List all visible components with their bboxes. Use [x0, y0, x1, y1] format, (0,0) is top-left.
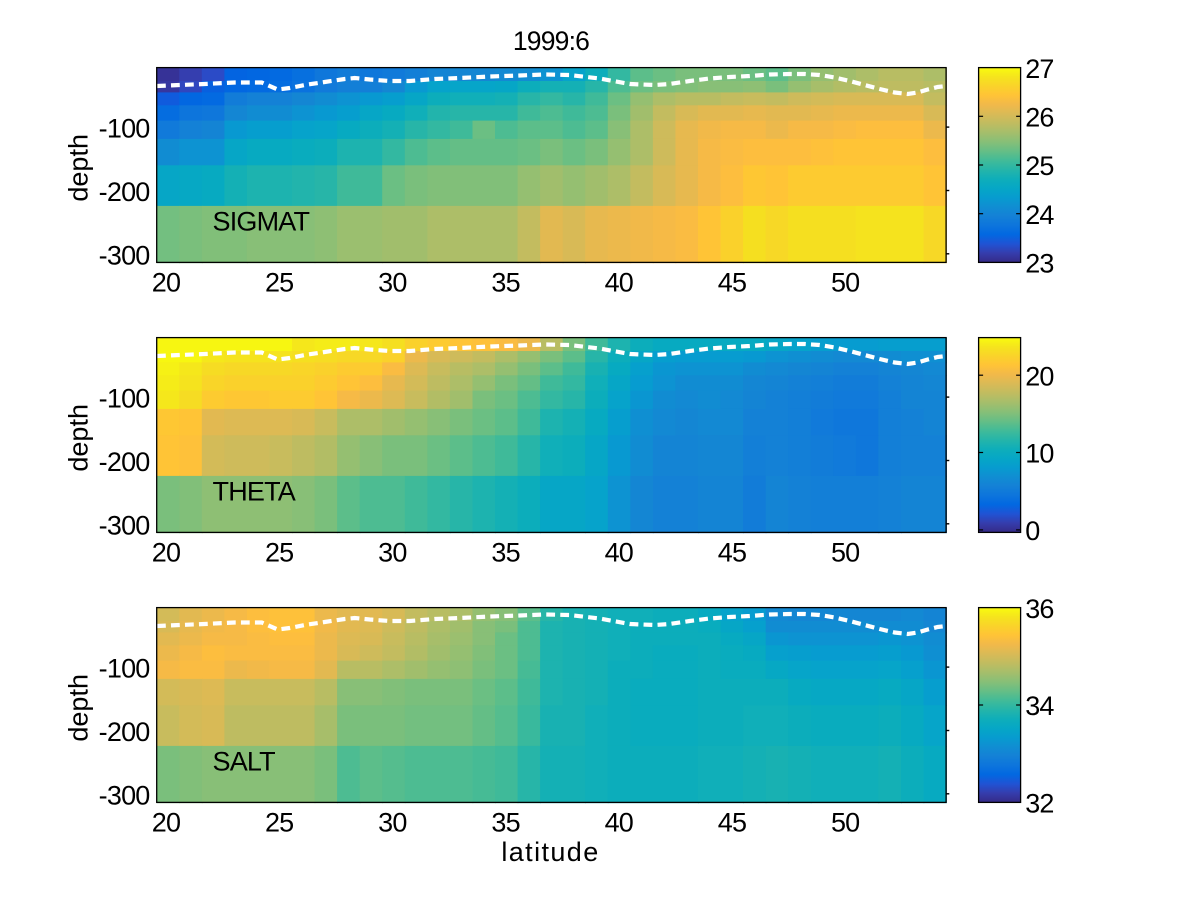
- svg-text:45: 45: [718, 538, 746, 568]
- svg-text:25: 25: [265, 538, 293, 568]
- svg-text:1999:6: 1999:6: [513, 26, 589, 56]
- svg-text:50: 50: [831, 268, 859, 298]
- svg-text:depth: depth: [64, 404, 94, 472]
- svg-text:26: 26: [1025, 103, 1053, 133]
- svg-text:23: 23: [1025, 249, 1053, 279]
- svg-text:45: 45: [718, 808, 746, 838]
- svg-text:-100: -100: [99, 654, 150, 684]
- svg-text:40: 40: [605, 268, 633, 298]
- svg-text:depth: depth: [64, 134, 94, 202]
- svg-text:SALT: SALT: [213, 747, 276, 777]
- svg-text:-200: -200: [99, 177, 150, 207]
- svg-text:35: 35: [491, 538, 519, 568]
- svg-text:20: 20: [152, 538, 180, 568]
- svg-text:30: 30: [378, 808, 406, 838]
- svg-text:40: 40: [605, 538, 633, 568]
- svg-text:45: 45: [718, 268, 746, 298]
- svg-text:36: 36: [1025, 594, 1053, 624]
- svg-text:-200: -200: [99, 717, 150, 747]
- svg-text:-100: -100: [99, 114, 150, 144]
- svg-text:-300: -300: [99, 780, 150, 810]
- svg-text:25: 25: [265, 268, 293, 298]
- svg-text:30: 30: [378, 538, 406, 568]
- svg-text:latitude: latitude: [501, 837, 599, 867]
- svg-text:20: 20: [1025, 361, 1053, 391]
- svg-text:27: 27: [1025, 54, 1053, 84]
- svg-text:10: 10: [1025, 439, 1053, 469]
- svg-text:20: 20: [152, 808, 180, 838]
- svg-text:-100: -100: [99, 384, 150, 414]
- svg-text:-300: -300: [99, 240, 150, 270]
- svg-text:25: 25: [1025, 151, 1053, 181]
- svg-text:-300: -300: [99, 510, 150, 540]
- svg-text:50: 50: [831, 808, 859, 838]
- svg-text:35: 35: [491, 268, 519, 298]
- svg-text:35: 35: [491, 808, 519, 838]
- svg-text:0: 0: [1025, 516, 1039, 546]
- svg-text:20: 20: [152, 268, 180, 298]
- svg-text:-200: -200: [99, 447, 150, 477]
- svg-text:THETA: THETA: [213, 477, 296, 507]
- svg-text:50: 50: [831, 538, 859, 568]
- svg-text:depth: depth: [64, 674, 94, 742]
- svg-text:SIGMAT: SIGMAT: [213, 207, 310, 237]
- svg-text:40: 40: [605, 808, 633, 838]
- svg-text:34: 34: [1025, 691, 1054, 721]
- svg-text:24: 24: [1025, 200, 1054, 230]
- svg-text:25: 25: [265, 808, 293, 838]
- svg-text:32: 32: [1025, 789, 1053, 819]
- svg-text:30: 30: [378, 268, 406, 298]
